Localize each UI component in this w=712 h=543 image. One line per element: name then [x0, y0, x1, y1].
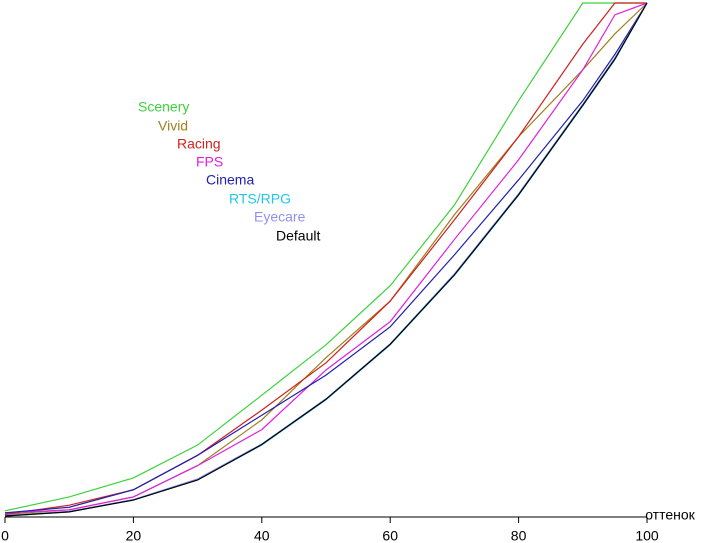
x-axis-label: оттенок: [645, 507, 695, 523]
legend-label: Racing: [177, 136, 221, 152]
series-line: [4, 2, 648, 514]
x-tick-label: 40: [254, 528, 270, 543]
legend-label: Default: [276, 228, 320, 244]
legend-label: Vivid: [158, 118, 188, 134]
legend-label: Cinema: [206, 172, 254, 188]
series-line: [4, 2, 648, 514]
x-tick-label: 80: [511, 528, 527, 543]
series-line: [4, 2, 648, 517]
legend-label: Eyecare: [254, 209, 306, 225]
series-line: [4, 2, 647, 512]
series-line: [4, 2, 648, 517]
x-tick-label: 100: [635, 528, 659, 543]
legend-label: RTS/RPG: [229, 191, 291, 207]
x-tick-label: 20: [126, 528, 142, 543]
x-tick-label: 60: [382, 528, 398, 543]
series-line: [4, 2, 647, 516]
series-line: [4, 2, 648, 517]
x-tick-label: 0: [1, 528, 9, 543]
series-line: [4, 2, 648, 516]
legend-label: FPS: [196, 154, 223, 170]
legend-label: Scenery: [138, 99, 189, 115]
